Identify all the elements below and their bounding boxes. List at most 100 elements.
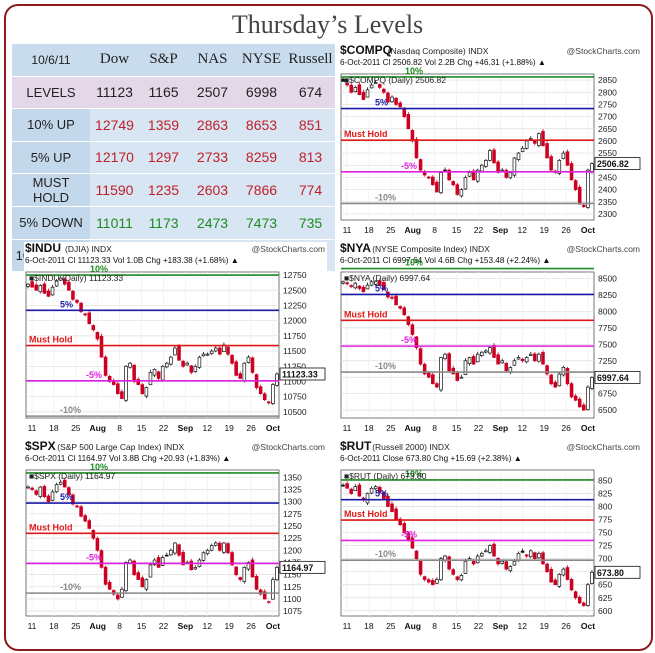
candle-body [455,576,460,580]
level-label: -5% [401,335,417,345]
candle-body [148,564,153,578]
chart-watermark: @StockCharts.com [252,244,325,254]
table-cell: 1359 [139,108,188,141]
candle-body [549,156,553,171]
table-cell: 1235 [139,173,188,207]
candle-body [91,530,96,539]
candle-body [492,149,496,164]
candle-body [189,560,194,571]
candle-body [508,566,513,572]
candle-body [480,553,484,557]
table-cell: 674 [286,75,335,109]
y-tick-label: 1125 [283,582,302,592]
page-title: Thursday’s Levels [231,10,424,39]
candle-body [128,362,132,368]
y-tick-label: 8500 [598,274,617,284]
x-tick-label: 19 [224,423,234,433]
candle-body [443,353,447,360]
candle-body [250,357,255,373]
level-label: 10% [405,469,423,479]
candle-body [353,282,358,289]
table-row: 5% DOWN 11011 1173 2473 7473 735 [12,206,335,239]
candle-body [132,364,136,382]
candle-body [205,549,210,555]
candle-body [577,186,582,205]
candle-body [414,336,419,348]
chart-legend: ■$NYA (Daily) 6997.64 [344,273,431,283]
candle-body [120,391,124,399]
candle-body [185,362,189,366]
table-cell: 11011 [90,206,139,239]
table-header-row: 10/6/11 Dow S&P NAS NYSE Russell [12,43,335,76]
compq-chart: $COMPQ(Nasdaq Composite) INDX @StockChart… [339,44,642,238]
candle-body [38,486,43,497]
candle-body [475,353,480,363]
candle-body [209,545,214,551]
candle-body [565,151,570,166]
candle-body [418,348,423,365]
candle-body [67,487,71,495]
candle-body [459,574,464,581]
y-tick-label: 2850 [598,75,617,85]
candle-body [524,140,529,149]
candle-body [71,494,75,505]
candle-body [545,365,549,375]
candle-body [426,176,431,179]
x-tick-label: 18 [364,225,374,235]
chart-legend: ■$COMPQ (Daily) 2506.82 [344,75,446,85]
candle-body [471,356,476,365]
y-tick-label: 7750 [598,323,617,333]
candle-body [54,280,59,287]
candle-body [116,594,120,600]
chart-stats: 6-Oct-2011 Cl 11123.33 Vol 1.0B Chg +183… [25,256,239,265]
candle-body [124,562,128,592]
level-label: -10% [60,582,81,592]
plot-area [340,73,595,221]
candle-body [590,571,594,584]
candle-body [140,384,145,395]
y-tick-label: 600 [598,606,612,616]
level-label: -5% [86,552,102,562]
candle-body [565,567,570,580]
candle-body [459,376,464,379]
chart-subtitle: (NYSE Composite Index) INDX [372,244,490,254]
table-cell: 1173 [139,206,188,239]
column-header: Russell [286,43,335,76]
y-tick-label: 1275 [283,509,302,519]
y-tick-label: 1225 [283,533,302,543]
candle-body [504,561,509,570]
y-tick-label: 825 [598,488,612,498]
y-tick-label: 8000 [598,306,617,316]
candle-body [524,554,529,557]
chart-watermark: @StockCharts.com [567,442,640,452]
candle-body [353,486,358,492]
candle-body [524,357,529,363]
candle-body [353,87,358,92]
candle-body [557,160,562,174]
table-cell: 6998 [237,75,286,109]
candle-body [205,353,210,356]
candle-body [512,560,517,566]
y-tick-label: 8250 [598,290,617,300]
candle-body [480,351,484,356]
x-tick-label: Aug [404,423,421,433]
candle-body [124,365,128,401]
table-row: 10% UP 12749 1359 2863 8653 851 [12,108,335,141]
candle-body [75,505,79,508]
x-tick-label: 22 [474,423,484,433]
rut-chart: $RUT (Russell 2000) INDX @StockCharts.com 6… [339,440,642,634]
last-value-box [594,565,641,579]
table-cell: 774 [286,173,335,207]
candle-body [361,91,366,100]
candle-body [439,357,443,391]
candle-body [275,566,279,581]
candle-body [128,559,132,564]
x-tick-label: 18 [364,621,374,631]
candle-body [181,552,185,566]
candle-body [382,492,386,500]
y-tick-label: 650 [598,580,612,590]
candle-body [577,596,582,604]
last-value-label: 673.80 [597,568,624,578]
candle-body [87,520,92,529]
y-tick-label: 2700 [598,112,617,122]
